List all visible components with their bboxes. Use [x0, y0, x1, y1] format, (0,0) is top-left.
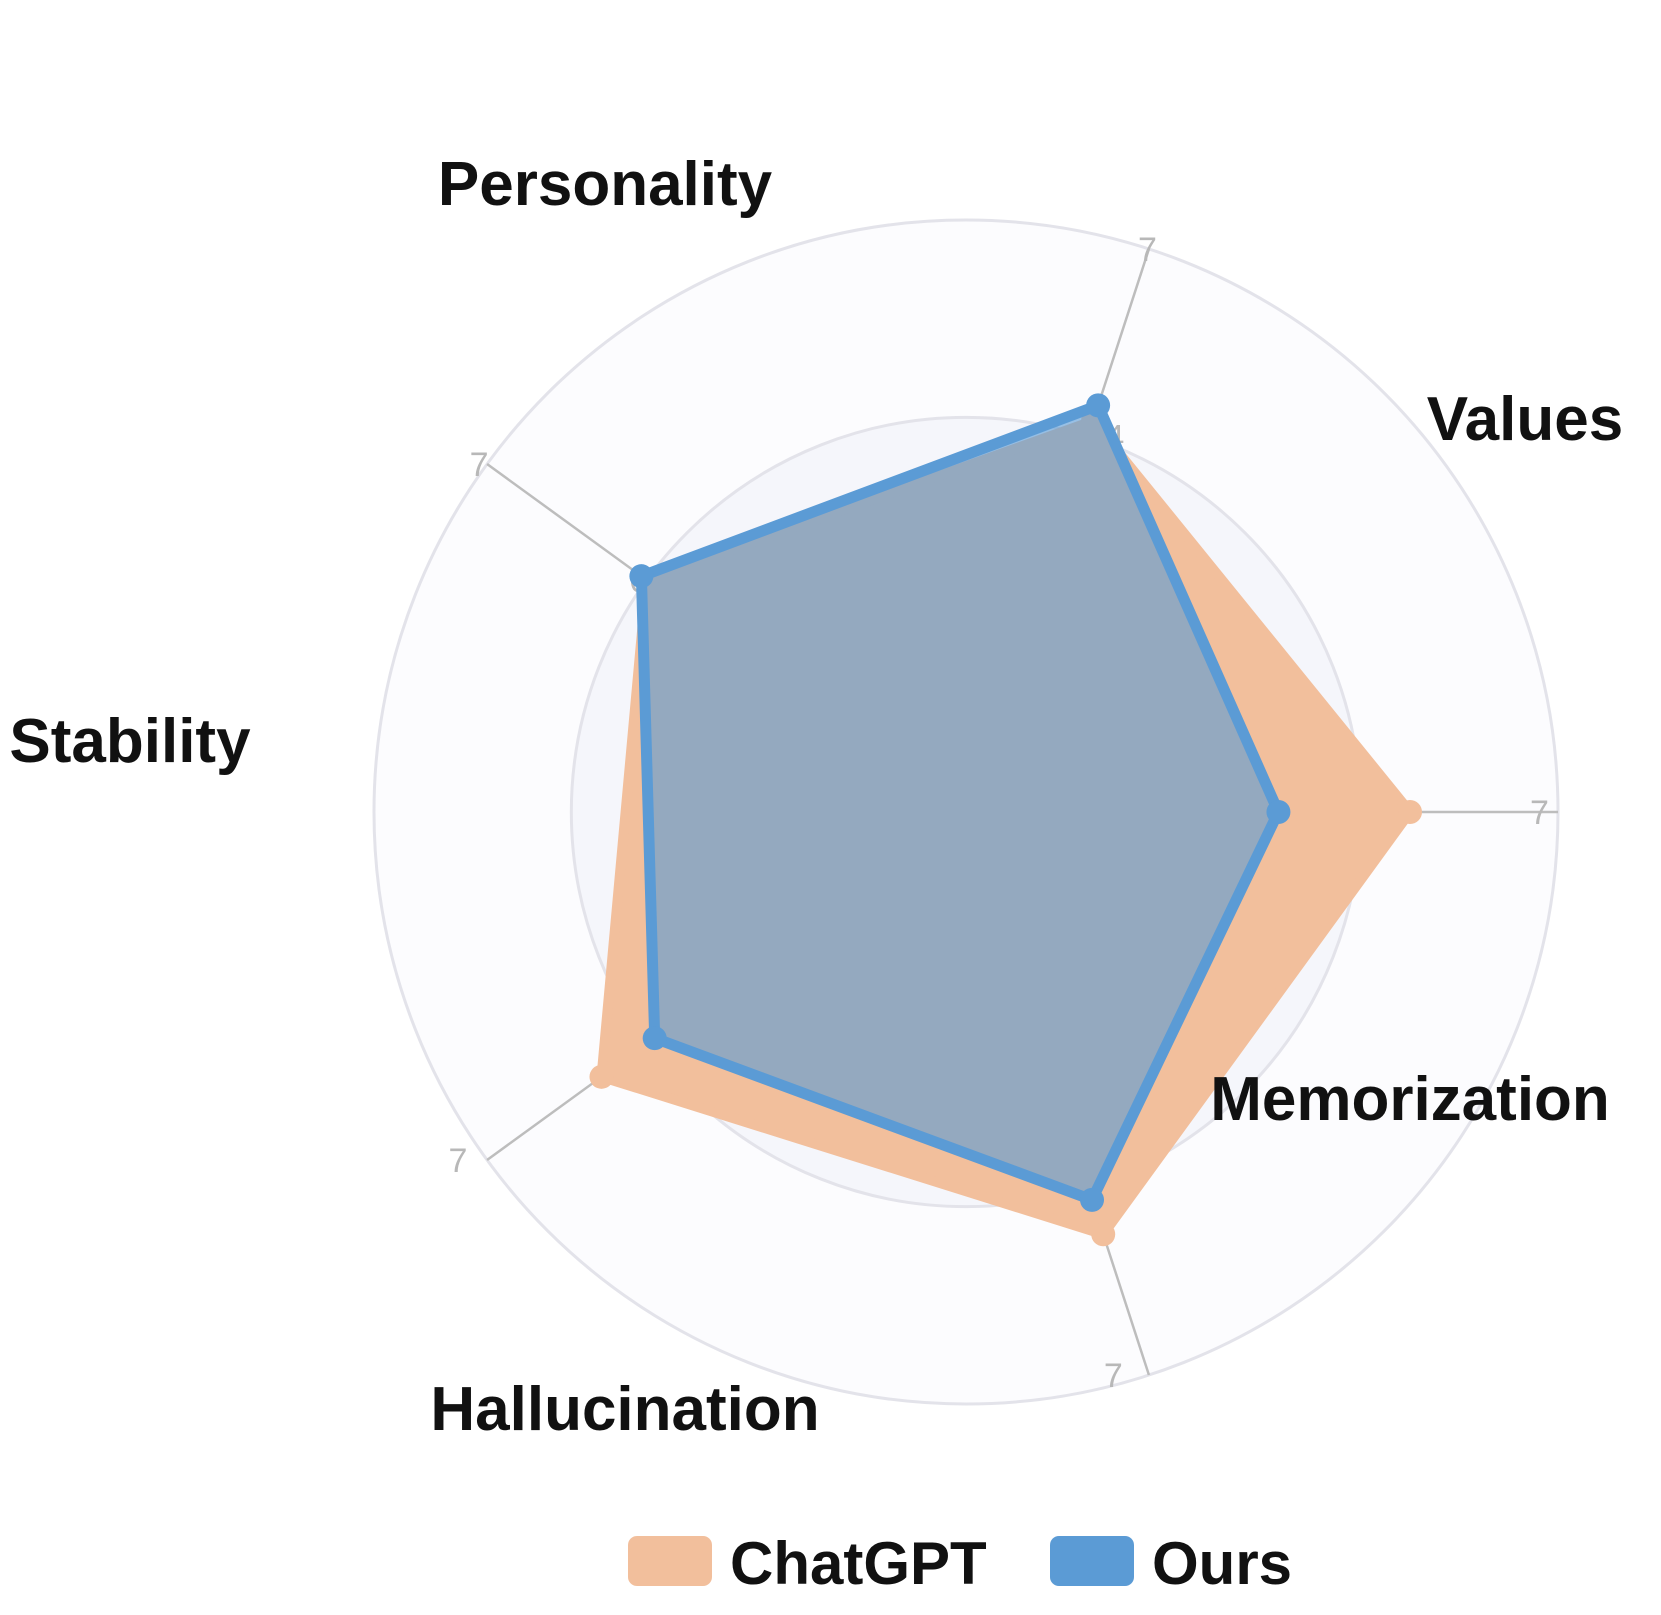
legend: ChatGPT Ours: [628, 1530, 1292, 1597]
legend-item-chatgpt: ChatGPT: [628, 1530, 987, 1597]
data-point-values: [1398, 800, 1422, 824]
data-point-memorization: [1091, 1222, 1116, 1247]
axis-label-values: Values: [1427, 385, 1623, 454]
series-ours: [629, 393, 1291, 1212]
data-point-personality: [1086, 393, 1111, 418]
data-point-hallucination: [642, 1026, 667, 1051]
legend-item-ours: Ours: [1050, 1530, 1292, 1597]
tick-label: 7: [448, 1142, 467, 1180]
legend-label: Ours: [1152, 1530, 1292, 1597]
data-point-hallucination: [589, 1064, 614, 1089]
axis-label-stability: Stability: [9, 707, 251, 776]
series-layer: [589, 393, 1422, 1247]
axis-label-personality: Personality: [438, 150, 773, 219]
axis-spoke-stability: [486, 463, 648, 582]
axis-label-hallucination: Hallucination: [430, 1375, 819, 1444]
data-point-memorization: [1080, 1187, 1105, 1212]
legend-swatch: [1050, 1536, 1134, 1586]
tick-label: 7: [1138, 231, 1157, 269]
axis-label-memorization: Memorization: [1210, 1065, 1610, 1134]
data-point-stability: [629, 564, 654, 589]
legend-label: ChatGPT: [730, 1530, 987, 1597]
legend-swatch: [628, 1536, 712, 1586]
tick-label: 7: [1530, 794, 1549, 832]
axis-labels: Personality Values Memorization Hallucinati…: [9, 150, 1623, 1444]
series-area: [635, 399, 1284, 1206]
tick-label: 7: [470, 446, 489, 484]
data-point-values: [1266, 800, 1291, 824]
tick-label: 7: [1104, 1357, 1123, 1395]
